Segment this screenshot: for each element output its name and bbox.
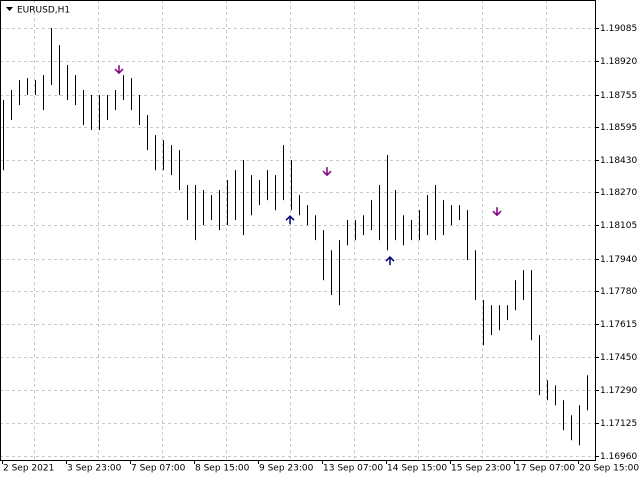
- y-tick-label: 1.17780: [600, 287, 637, 297]
- sell-arrow: [322, 167, 332, 177]
- chart-title: EURUSD,H1: [17, 6, 70, 16]
- y-tick-label: 1.17125: [600, 419, 637, 429]
- x-tick-label: 9 Sep 23:00: [259, 464, 314, 474]
- bars: [3, 27, 596, 446]
- x-tick-label: 20 Sep 15:00: [579, 464, 639, 474]
- buy-arrow: [385, 256, 395, 266]
- y-tick-label: 1.19085: [600, 24, 637, 34]
- x-tick-label: 2 Sep 2021: [3, 464, 54, 474]
- y-tick-label: 1.18755: [600, 91, 637, 101]
- y-tick-label: 1.17615: [600, 320, 637, 330]
- x-tick-label: 7 Sep 07:00: [131, 464, 186, 474]
- x-tick-label: 13 Sep 07:00: [323, 464, 383, 474]
- plot-border: [0, 0, 596, 461]
- y-tick-label: 1.17940: [600, 255, 637, 265]
- y-tick-label: 1.18595: [600, 123, 637, 133]
- x-tick-label: 8 Sep 15:00: [195, 464, 250, 474]
- x-tick-label: 17 Sep 07:00: [515, 464, 575, 474]
- symbol-menu-icon[interactable]: [6, 7, 13, 11]
- x-tick-label: 3 Sep 23:00: [67, 464, 122, 474]
- x-tick-label: 15 Sep 23:00: [451, 464, 511, 474]
- y-tick-label: 1.17450: [600, 353, 637, 363]
- buy-arrow: [285, 215, 295, 225]
- y-tick-label: 1.18430: [600, 156, 637, 166]
- sell-arrow: [114, 65, 124, 75]
- y-tick-label: 1.16960: [600, 452, 637, 462]
- y-tick-label: 1.18270: [600, 188, 637, 198]
- grid: [0, 0, 596, 460]
- y-tick-label: 1.17290: [600, 386, 637, 396]
- y-tick-label: 1.18920: [600, 57, 637, 67]
- y-tick-label: 1.18105: [600, 221, 637, 231]
- sell-arrow: [492, 207, 502, 217]
- x-tick-label: 14 Sep 15:00: [387, 464, 447, 474]
